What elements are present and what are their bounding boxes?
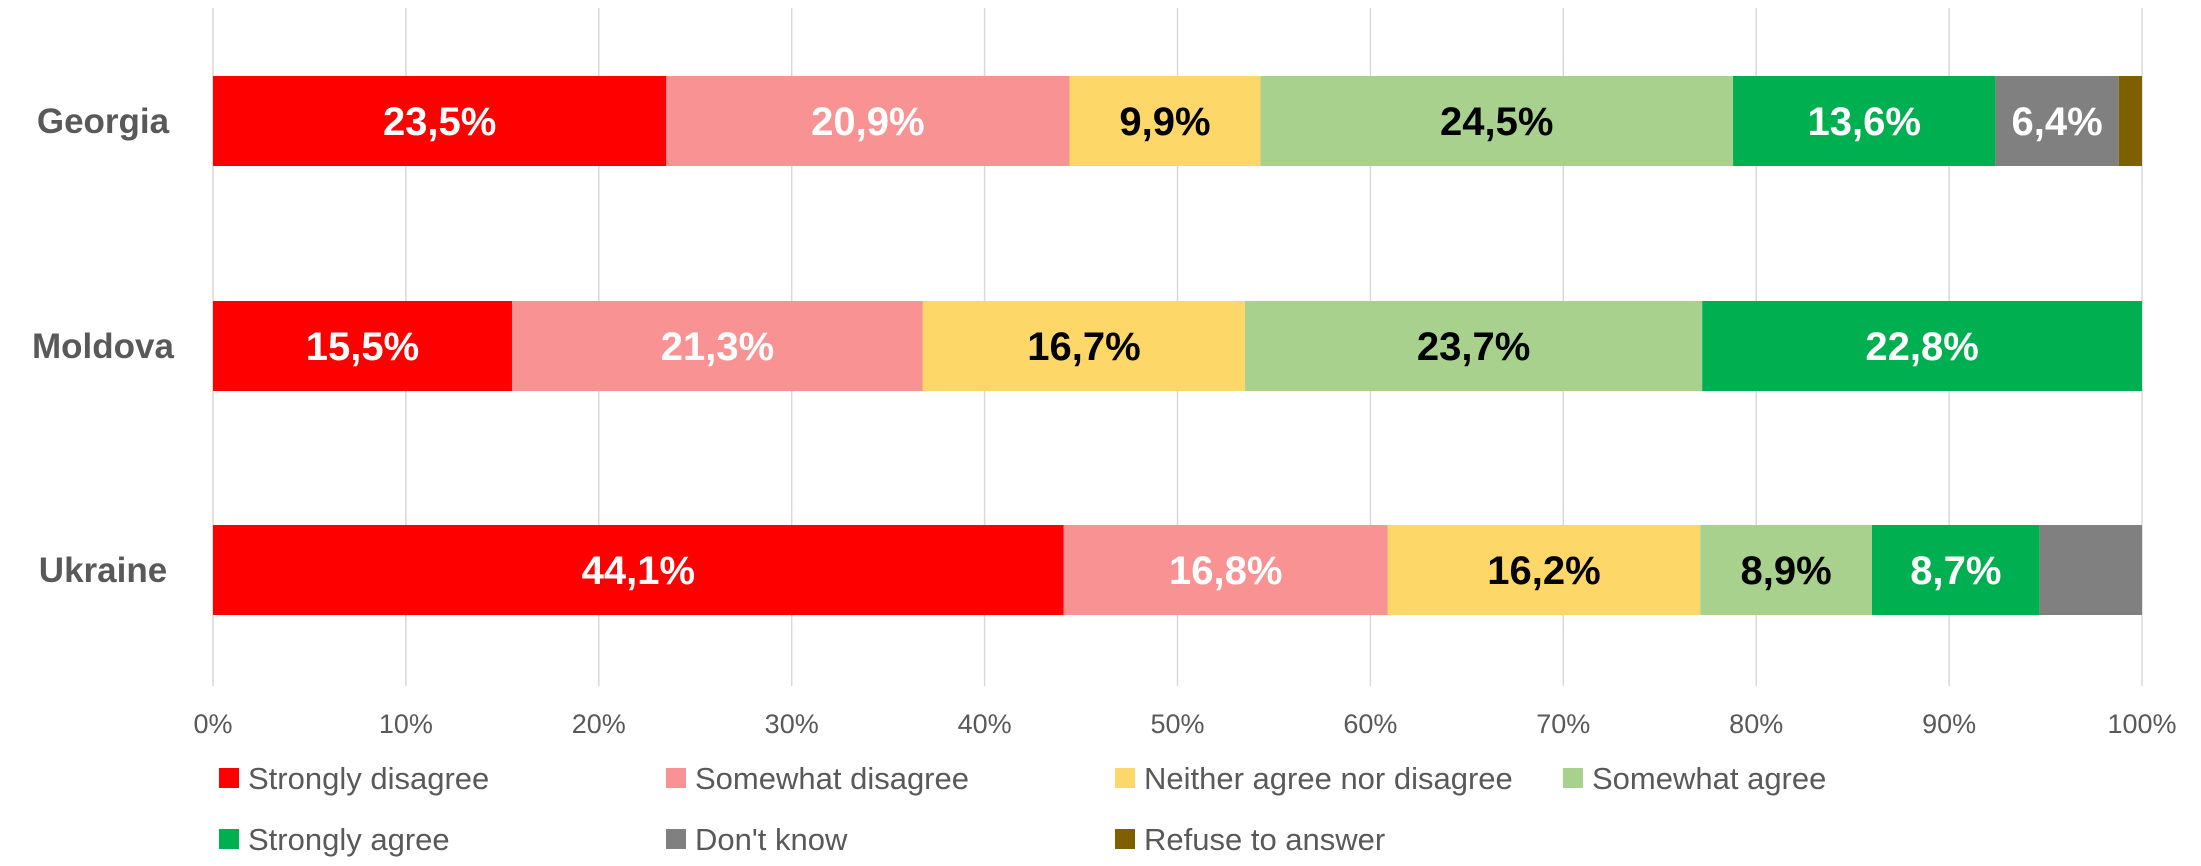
data-label: 9,9%	[1119, 100, 1210, 144]
data-label: 13,6%	[1808, 100, 1921, 144]
legend-swatch	[1115, 829, 1135, 849]
data-label: 8,7%	[1910, 549, 2001, 593]
bar-segment	[213, 525, 1064, 615]
legend-label: Refuse to answer	[1144, 822, 1385, 857]
bar-segment	[1871, 525, 2040, 615]
x-tick-label: 100%	[2107, 709, 2176, 739]
bar-segment	[1700, 525, 1872, 615]
data-label: 22,8%	[1865, 325, 1978, 369]
x-tick-label: 40%	[958, 709, 1012, 739]
legend-label: Somewhat agree	[1592, 761, 1826, 796]
bar-segment	[1702, 301, 2142, 391]
data-label: 16,7%	[1027, 325, 1140, 369]
x-tick-label: 0%	[193, 709, 232, 739]
legend-label: Strongly disagree	[248, 761, 489, 796]
data-label: 21,3%	[661, 325, 774, 369]
legend-swatch	[219, 829, 239, 849]
data-label: 16,8%	[1169, 549, 1282, 593]
x-tick-label: 50%	[1150, 709, 1204, 739]
legend-swatch	[219, 768, 239, 788]
legend-label: Don't know	[695, 822, 848, 857]
category-label: Georgia	[37, 102, 170, 141]
x-tick-label: 10%	[379, 709, 433, 739]
bar-segment	[511, 301, 923, 391]
bar-segment	[2039, 525, 2142, 615]
legend-swatch	[1563, 768, 1583, 788]
x-tick-label: 30%	[765, 709, 819, 739]
legend-label: Somewhat disagree	[695, 761, 969, 796]
bar-segment	[666, 76, 1070, 166]
bar-segment	[1733, 76, 1996, 166]
x-axis-tick-labels: 0% 10% 20% 30% 40% 50% 60% 70% 80% 90% 100%	[193, 709, 2176, 739]
category-labels: Georgia Moldova Ukraine	[32, 102, 174, 590]
bar-segment	[1245, 301, 1703, 391]
data-label: 20,9%	[811, 100, 924, 144]
bar-segment	[2118, 76, 2142, 166]
legend-label: Strongly agree	[248, 822, 450, 857]
bar-segment	[1995, 76, 2119, 166]
x-tick-label: 80%	[1729, 709, 1783, 739]
data-label: 24,5%	[1440, 100, 1553, 144]
data-label: 15,5%	[306, 325, 419, 369]
data-label: 44,1%	[582, 549, 695, 593]
bar-segment	[1387, 525, 1701, 615]
legend-label: Neither agree nor disagree	[1144, 761, 1513, 796]
x-tick-label: 70%	[1536, 709, 1590, 739]
legend: Strongly disagree Somewhat disagree Neithe…	[219, 761, 1826, 857]
data-labels: 23,5% 20,9% 9,9% 24,5% 13,6% 6,4% 15,5% 21,3% 16…	[306, 100, 2103, 593]
bar-segment	[1063, 525, 1388, 615]
bar-segments	[213, 76, 2142, 615]
legend-swatch	[666, 768, 686, 788]
bar-segment	[213, 301, 512, 391]
x-tick-label: 60%	[1343, 709, 1397, 739]
bar-segment	[213, 76, 667, 166]
legend-swatch	[666, 829, 686, 849]
data-label: 23,5%	[383, 100, 496, 144]
x-tick-label: 20%	[572, 709, 626, 739]
data-label: 6,4%	[2012, 100, 2103, 144]
data-label: 16,2%	[1487, 549, 1600, 593]
bar-segment	[1069, 76, 1261, 166]
x-tick-label: 90%	[1922, 709, 1976, 739]
data-label: 8,9%	[1741, 549, 1832, 593]
category-label: Moldova	[32, 327, 174, 366]
data-label: 23,7%	[1417, 325, 1530, 369]
category-label: Ukraine	[39, 551, 167, 590]
bar-segment	[1260, 76, 1734, 166]
legend-swatch	[1115, 768, 1135, 788]
bar-segment	[922, 301, 1246, 391]
